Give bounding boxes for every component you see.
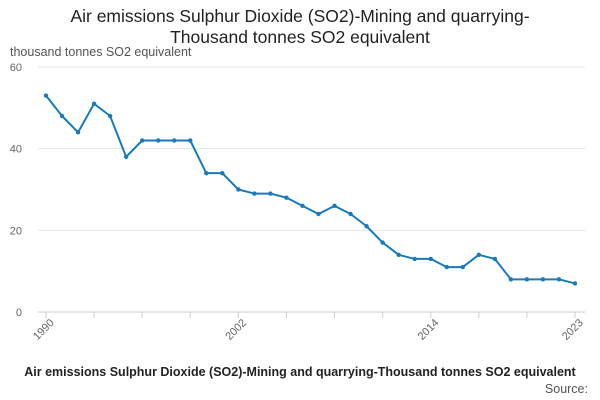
x-tick-label: 2014: [416, 317, 442, 343]
data-point: [508, 277, 514, 282]
data-point: [204, 170, 209, 176]
x-tick-label: 2002: [223, 317, 249, 343]
data-point: [524, 277, 530, 282]
data-point: [284, 195, 289, 200]
data-point: [43, 93, 49, 98]
data-point: [476, 252, 482, 258]
source-label: Source:: [544, 382, 588, 396]
chart-title: Air emissions Sulphur Dioxide (SO2)-Mini…: [70, 6, 530, 47]
data-point: [428, 256, 433, 262]
data-point: [156, 138, 161, 143]
y-tick-label: 0: [16, 307, 22, 319]
data-point: [220, 170, 225, 176]
data-point: [107, 113, 113, 119]
data-point: [316, 211, 321, 217]
data-point: [172, 138, 177, 143]
data-point: [59, 113, 65, 119]
data-point: [444, 264, 449, 270]
y-tick-label: 40: [10, 144, 22, 156]
data-point: [348, 211, 353, 217]
data-point: [91, 101, 97, 106]
y-tick-label: 60: [10, 62, 22, 74]
data-point: [332, 203, 337, 209]
data-point: [75, 130, 81, 135]
data-point: [380, 240, 385, 245]
data-point: [492, 256, 498, 262]
data-point: [268, 191, 273, 196]
series-line: [45, 94, 576, 285]
data-point: [572, 281, 578, 286]
data-point: [139, 138, 145, 143]
data-point: [460, 264, 465, 270]
data-point: [364, 224, 369, 229]
data-point: [300, 203, 305, 209]
data-point: [556, 277, 562, 282]
y-tick-label: 20: [10, 225, 22, 237]
data-point: [412, 256, 417, 262]
data-point: [396, 252, 401, 258]
data-point: [236, 187, 241, 192]
y-axis-unit-label: thousand tonnes SO2 equivalent: [10, 45, 192, 59]
data-point: [540, 277, 546, 282]
data-point: [123, 154, 129, 160]
x-tick-label: 1990: [31, 317, 57, 343]
x-tick-label: 2023: [560, 317, 586, 343]
data-point: [188, 138, 193, 143]
legend-series-label: Air emissions Sulphur Dioxide (SO2)-Mini…: [24, 365, 576, 379]
data-point: [252, 191, 257, 196]
